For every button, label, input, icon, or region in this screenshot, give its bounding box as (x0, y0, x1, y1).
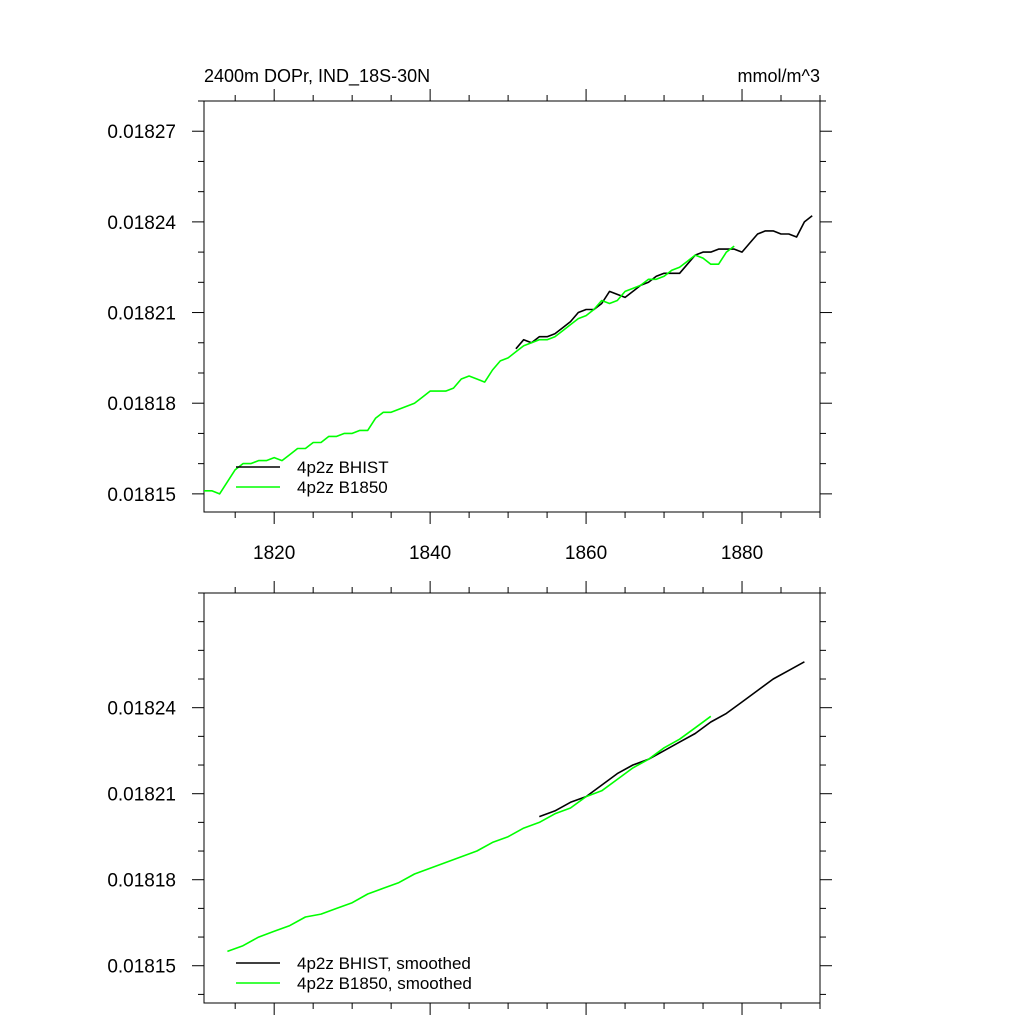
legend-label: 4p2z BHIST, smoothed (297, 954, 471, 973)
series-group (204, 215, 813, 495)
y-tick-label: 0.01818 (107, 871, 176, 892)
y-tick-label: 0.01827 (107, 122, 176, 143)
series-line-1 (515, 215, 813, 350)
series-line-1 (539, 661, 805, 818)
y-tick-label: 0.01821 (107, 785, 176, 806)
y-tick-label: 0.01815 (107, 957, 176, 978)
y-tick-label: 0.01824 (107, 213, 176, 234)
x-tick-label: 1880 (721, 543, 763, 564)
plot-frame (203, 100, 821, 513)
y-tick-label: 0.01815 (107, 485, 176, 506)
y-tick-label: 0.01824 (107, 699, 176, 720)
chart-panel-1: 0.01815 0.01818 0.01821 0.01824 0.01827 1820 1… (107, 66, 832, 564)
x-tick-label: 1860 (565, 543, 607, 564)
legend-label: 4p2z B1850 (297, 478, 388, 497)
units-label: mmol/m^3 (738, 66, 820, 86)
plot-frame (203, 592, 821, 1004)
legend-label: 4p2z BHIST (297, 458, 389, 477)
series-group (227, 661, 805, 953)
chart-title: 2400m DOPr, IND_18S-30N (204, 66, 430, 87)
legend-label: 4p2z B1850, smoothed (297, 974, 472, 993)
series-line-2 (204, 245, 735, 495)
y-tick-label: 0.01818 (107, 394, 176, 415)
y-tick-label: 0.01821 (107, 304, 176, 325)
x-tick-label: 1840 (409, 543, 451, 564)
x-tick-label: 1820 (253, 543, 295, 564)
chart-panel-2: 0.01815 0.01818 0.01821 0.01824 4p2z BHIST, … (107, 581, 832, 1015)
series-line-2 (227, 715, 712, 953)
